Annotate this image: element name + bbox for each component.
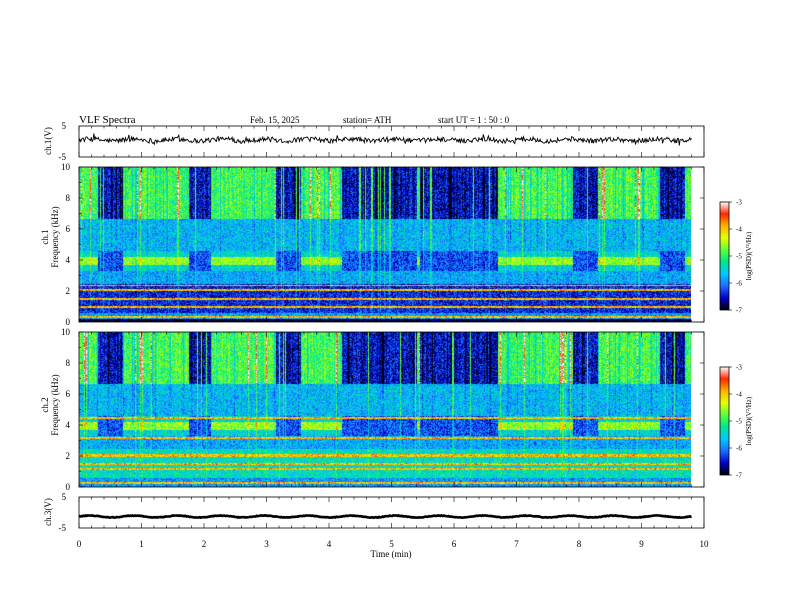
ch1-spectrogram-ylabel-channel: ch.1 bbox=[40, 229, 50, 244]
ch1-waveform-ylabel: ch.1(V) bbox=[43, 127, 53, 155]
ch2-spectrogram-image bbox=[79, 332, 691, 487]
frequency-tick-label: 8 bbox=[66, 193, 71, 203]
ch2-spectrogram-yticks: 0 2 4 6 8 10 bbox=[61, 327, 704, 492]
colorbar-tick-label: -5 bbox=[736, 253, 742, 261]
time-axis-label: Time (min) bbox=[371, 549, 412, 559]
colorbar-tick-label: -6 bbox=[736, 445, 742, 453]
ch2-colorbar-gradient bbox=[720, 367, 729, 475]
frequency-tick-label: 2 bbox=[66, 286, 71, 296]
colorbar-tick-label: -3 bbox=[736, 199, 742, 207]
start-ut-label: start UT = 1 : 50 : 0 bbox=[438, 115, 510, 125]
frequency-tick-label: 6 bbox=[66, 224, 71, 234]
time-tick-label: 7 bbox=[514, 539, 519, 549]
time-tick-label: 5 bbox=[389, 539, 394, 549]
time-tick-label: 8 bbox=[577, 539, 582, 549]
frequency-tick-label: 8 bbox=[66, 358, 71, 368]
time-tick-label: 0 bbox=[77, 539, 82, 549]
frequency-tick-label: 6 bbox=[66, 389, 71, 399]
ch2-spectrogram-ylabel-frequency: Frequency (kHz) bbox=[50, 374, 60, 435]
colorbar-tick-label: -4 bbox=[736, 391, 742, 399]
ch2-spectrogram-panel: 0 2 4 6 8 10 ch.2 Frequency (kHz) bbox=[40, 327, 705, 492]
ch1-spectrogram-panel: 0 2 4 6 8 10 ch.1 Frequency (kHz) bbox=[40, 162, 705, 327]
ch2-colorbar-label: log(PSD)(V²/Hz) bbox=[745, 396, 753, 445]
ch2-colorbar-ticks: -3 -4 -5 -6 -7 bbox=[729, 364, 742, 480]
colorbar-tick-label: -7 bbox=[736, 472, 742, 480]
ch1-colorbar: -3 -4 -5 -6 -7 log(PSD)(V²/Hz) bbox=[719, 199, 753, 315]
time-tick-label: 2 bbox=[202, 539, 207, 549]
frequency-tick-label: 2 bbox=[66, 451, 71, 461]
ch3-waveform-trace bbox=[78, 513, 692, 520]
frequency-tick-label: 0 bbox=[66, 317, 71, 327]
ch1-colorbar-label: log(PSD)(V²/Hz) bbox=[745, 231, 753, 280]
ch2-spectrogram-ylabel-channel: ch.2 bbox=[40, 397, 50, 412]
frequency-tick-label: 0 bbox=[66, 482, 71, 492]
time-tick-label: 1 bbox=[139, 539, 144, 549]
time-axis-ticks: 0 1 2 3 4 5 6 7 8 9 10 bbox=[77, 126, 709, 549]
ch3-waveform-panel: 5 -5 ch.3(V) bbox=[43, 492, 705, 533]
time-tick-label: 6 bbox=[452, 539, 457, 549]
ch1-spectrogram-ylabel-frequency: Frequency (kHz) bbox=[50, 206, 60, 267]
station-label: station= ATH bbox=[343, 115, 392, 125]
colorbar-tick-label: -3 bbox=[736, 364, 742, 372]
ch1-spectrogram-image bbox=[79, 167, 691, 322]
ch1-colorbar-ticks: -3 -4 -5 -6 -7 bbox=[729, 199, 742, 315]
ch1-spectrogram-yticks: 0 2 4 6 8 10 bbox=[61, 162, 704, 327]
frequency-tick-label: 10 bbox=[61, 327, 71, 337]
frequency-tick-label: 10 bbox=[61, 162, 71, 172]
ch3-ytick-top: 5 bbox=[62, 492, 67, 502]
ch3-ytick-bottom: -5 bbox=[59, 523, 67, 533]
time-tick-label: 3 bbox=[264, 539, 269, 549]
frequency-tick-label: 4 bbox=[66, 420, 71, 430]
ch2-colorbar: -3 -4 -5 -6 -7 log(PSD)(V²/Hz) bbox=[719, 364, 753, 480]
frequency-tick-label: 4 bbox=[66, 255, 71, 265]
ch1-waveform-trace bbox=[78, 133, 692, 146]
colorbar-tick-label: -5 bbox=[736, 418, 742, 426]
ch1-colorbar-gradient bbox=[720, 202, 729, 310]
colorbar-tick-label: -6 bbox=[736, 280, 742, 288]
date-label: Feb. 15, 2025 bbox=[250, 115, 300, 125]
colorbar-tick-label: -7 bbox=[736, 307, 742, 315]
figure-title: VLF Spectra bbox=[79, 114, 136, 126]
colorbar-tick-label: -4 bbox=[736, 226, 742, 234]
ch1-ytick-bottom: -5 bbox=[59, 152, 67, 162]
ch1-ytick-top: 5 bbox=[62, 121, 67, 131]
ch3-waveform-ylabel: ch.3(V) bbox=[43, 498, 53, 526]
time-tick-label: 4 bbox=[327, 539, 332, 549]
time-tick-label: 10 bbox=[700, 539, 710, 549]
ch1-waveform-panel: 5 -5 ch.1(V) bbox=[43, 121, 705, 162]
time-tick-label: 9 bbox=[639, 539, 644, 549]
